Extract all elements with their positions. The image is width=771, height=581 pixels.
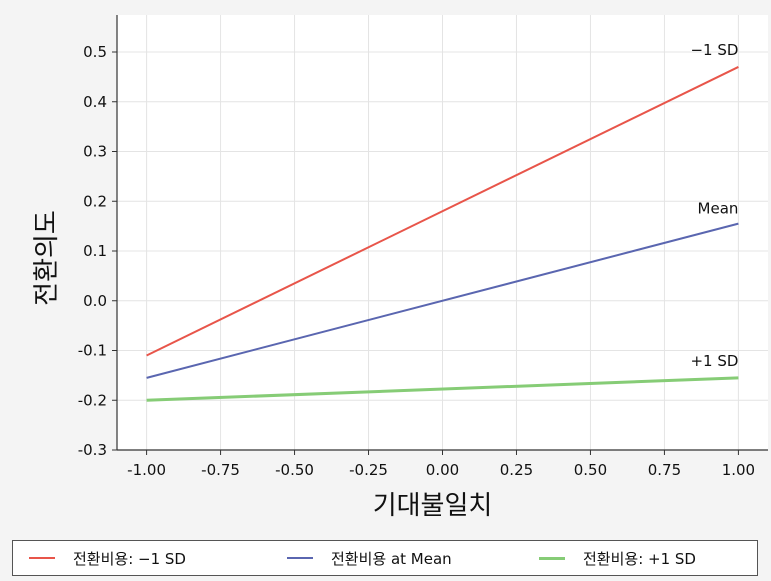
- legend-swatch-minus-1sd: [29, 557, 55, 559]
- series-end-label-2: +1 SD: [690, 352, 738, 370]
- legend-item-minus-1sd: 전환비용: −1 SD: [29, 541, 186, 575]
- legend-swatch-plus-1sd: [539, 556, 565, 560]
- series-line-0: [146, 66, 739, 357]
- legend-label-mean: 전환비용 at Mean: [331, 549, 452, 568]
- axes: -1.00 -0.75 -0.50 -0.25 0.00 0.25 0.50 0.75 1.00…: [78, 15, 768, 479]
- x-tick-label: -0.50: [275, 461, 314, 479]
- legend-label-plus-1sd: 전환비용: +1 SD: [583, 549, 696, 568]
- y-tick-label: 0.0: [83, 292, 107, 310]
- y-axis-title: 전환의도: [32, 210, 62, 306]
- series-line-1: [146, 222, 739, 379]
- x-tick-label: -1.00: [127, 461, 166, 479]
- y-tick-label: -0.3: [78, 441, 107, 459]
- x-tick-label: 0.50: [574, 461, 607, 479]
- y-tick-label: 0.5: [83, 43, 107, 61]
- x-tick-label: -0.25: [349, 461, 388, 479]
- x-axis-title: 기대불일치: [373, 491, 493, 521]
- y-tick-label: 0.1: [83, 242, 107, 260]
- x-tick-label: 0.00: [426, 461, 459, 479]
- series-end-label-1: Mean: [698, 200, 739, 218]
- legend-label-minus-1sd: 전환비용: −1 SD: [73, 549, 186, 568]
- series-lines: [146, 66, 739, 402]
- x-tick-label: 0.25: [500, 461, 533, 479]
- chart: -1.00 -0.75 -0.50 -0.25 0.00 0.25 0.50 0.75 1.00…: [32, 15, 768, 521]
- series-end-label-0: −1 SD: [690, 41, 738, 59]
- legend-item-plus-1sd: 전환비용: +1 SD: [539, 541, 696, 575]
- y-tick-label: 0.2: [83, 192, 107, 210]
- legend-item-mean: 전환비용 at Mean: [287, 541, 452, 575]
- legend-swatch-mean: [287, 557, 313, 559]
- y-tick-label: 0.3: [83, 143, 107, 161]
- y-tick-label: -0.1: [78, 342, 107, 360]
- series-line-2: [146, 376, 739, 402]
- legend: 전환비용: −1 SD 전환비용 at Mean 전환비용: +1 SD: [12, 540, 758, 576]
- x-tick-label: -0.75: [201, 461, 240, 479]
- x-tick-label: 0.75: [648, 461, 681, 479]
- line-labels: −1 SD Mean +1 SD: [690, 41, 738, 370]
- y-tick-label: 0.4: [83, 93, 107, 111]
- y-tick-label: -0.2: [78, 391, 107, 409]
- x-tick-label: 1.00: [722, 461, 755, 479]
